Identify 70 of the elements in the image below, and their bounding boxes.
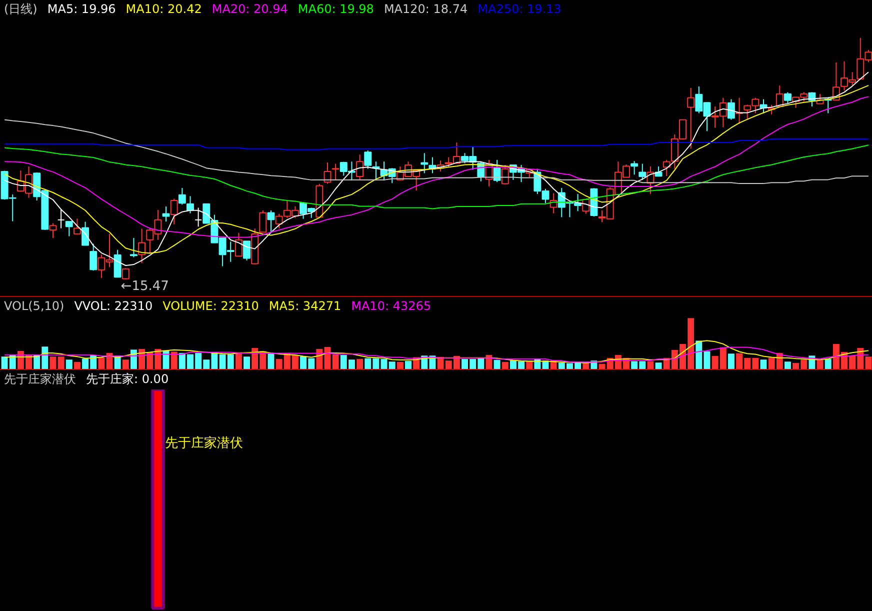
bar	[380, 358, 388, 369]
candlestick	[49, 222, 57, 238]
bar	[655, 362, 662, 369]
candlestick	[638, 163, 646, 180]
text: MA60: 19.98	[298, 2, 374, 16]
bar	[58, 356, 64, 369]
chart-title: 先于庄家潜伏	[4, 372, 76, 386]
bar	[50, 356, 56, 369]
candlestick	[364, 150, 372, 170]
bar	[244, 356, 250, 369]
candlestick	[138, 228, 146, 264]
bar	[235, 352, 242, 369]
text: MA10: 43265	[351, 299, 431, 313]
candlestick	[114, 249, 122, 278]
candlestick	[73, 218, 81, 235]
bar	[356, 358, 364, 369]
text: MA20: 20.94	[212, 2, 288, 16]
candlestick	[130, 237, 138, 258]
annotation: 先于庄家潜伏	[165, 434, 244, 451]
bar	[494, 360, 500, 369]
bar	[98, 358, 105, 369]
bar	[598, 364, 606, 369]
bar	[696, 340, 702, 369]
text: VVOL: 22310	[74, 299, 153, 313]
text: MA120: 18.74	[384, 2, 468, 16]
bar	[647, 361, 654, 369]
bar	[66, 360, 72, 369]
text: MA250: 19.13	[478, 2, 562, 16]
bar	[74, 362, 80, 369]
bar	[396, 362, 404, 369]
candlestick	[186, 196, 194, 214]
bar	[784, 362, 791, 369]
candlestick	[501, 164, 509, 185]
candlestick	[90, 243, 98, 272]
bar	[122, 360, 129, 369]
text: MA5: 19.96	[47, 2, 116, 16]
annotation: ←15.47	[120, 279, 169, 294]
chart-subtitle: 先于庄家: 0.00	[86, 372, 169, 386]
candlestick	[178, 187, 186, 206]
bar	[170, 352, 178, 369]
bar	[332, 354, 339, 369]
chart-title: (日线)	[4, 2, 38, 16]
bar	[316, 348, 323, 369]
chart-title: VOL(5,10)	[4, 299, 64, 313]
text: VOLUME: 22310	[162, 299, 259, 313]
bar	[405, 360, 412, 369]
bar	[502, 362, 508, 369]
candlestick	[332, 163, 340, 180]
candlestick	[65, 220, 73, 237]
bar	[704, 351, 710, 369]
candlestick	[259, 210, 267, 234]
candlestick	[493, 159, 501, 183]
candlestick	[243, 240, 250, 261]
candlestick	[727, 98, 735, 120]
candlestick	[194, 207, 202, 228]
candlestick	[57, 208, 65, 229]
candlestick	[82, 221, 90, 246]
candlestick	[267, 210, 275, 234]
candlestick	[170, 198, 178, 225]
bar	[816, 360, 824, 369]
text: MA10: 20.42	[126, 2, 202, 16]
bar	[388, 362, 396, 369]
bar	[824, 358, 832, 369]
text: MA5: 34271	[268, 299, 342, 313]
bar	[760, 360, 767, 369]
candlestick	[687, 87, 695, 150]
candlestick	[630, 160, 638, 176]
candlestick	[784, 92, 792, 104]
bar	[728, 354, 734, 369]
candlestick	[356, 154, 364, 180]
